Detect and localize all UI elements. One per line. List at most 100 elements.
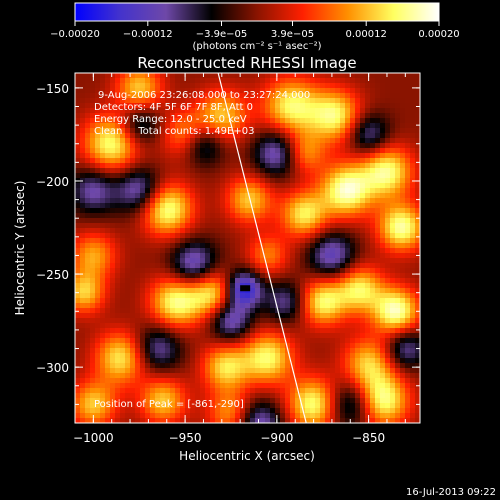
heatmap-cell bbox=[220, 318, 226, 324]
heatmap-cell bbox=[215, 413, 221, 419]
heatmap-cell bbox=[110, 318, 116, 324]
heatmap-cell bbox=[285, 133, 291, 139]
heatmap-cell bbox=[165, 73, 171, 79]
heatmap-cell bbox=[75, 348, 81, 354]
heatmap-cell bbox=[375, 183, 381, 189]
heatmap-cell bbox=[235, 263, 241, 269]
heatmap-cell bbox=[310, 288, 316, 294]
heatmap-cell bbox=[110, 113, 116, 119]
heatmap-cell bbox=[255, 388, 261, 394]
heatmap-cell bbox=[190, 293, 196, 299]
heatmap-cell bbox=[155, 323, 161, 329]
heatmap-cell bbox=[75, 103, 81, 109]
heatmap-cell bbox=[330, 313, 336, 319]
heatmap-cell bbox=[395, 368, 401, 374]
heatmap-cell bbox=[385, 108, 391, 114]
heatmap-cell bbox=[315, 338, 321, 344]
heatmap-cell bbox=[95, 323, 101, 329]
heatmap-cell bbox=[200, 208, 206, 214]
heatmap-cell bbox=[350, 323, 356, 329]
heatmap-cell bbox=[165, 418, 171, 423]
heatmap-cell bbox=[130, 258, 136, 264]
heatmap-cell bbox=[370, 228, 376, 234]
heatmap-cell bbox=[340, 173, 346, 179]
heatmap-cell bbox=[295, 103, 301, 109]
heatmap-cell bbox=[105, 103, 111, 109]
heatmap-cell bbox=[265, 318, 271, 324]
heatmap-cell bbox=[290, 123, 296, 129]
heatmap-cell bbox=[290, 283, 296, 289]
heatmap-cell bbox=[365, 308, 371, 314]
heatmap-cell bbox=[205, 73, 211, 79]
heatmap-cell bbox=[145, 113, 151, 119]
heatmap-cell bbox=[405, 113, 411, 119]
heatmap-cell bbox=[320, 138, 326, 144]
heatmap-cell bbox=[295, 203, 301, 209]
heatmap-cell bbox=[395, 273, 401, 279]
heatmap-cell bbox=[255, 343, 261, 349]
heatmap-cell bbox=[275, 208, 281, 214]
heatmap-cell bbox=[285, 283, 291, 289]
heatmap-cell bbox=[85, 208, 91, 214]
heatmap-cell bbox=[415, 278, 420, 284]
heatmap-cell bbox=[320, 408, 326, 414]
heatmap-cell bbox=[285, 263, 291, 269]
heatmap-cell bbox=[190, 108, 196, 114]
heatmap-cell bbox=[150, 143, 156, 149]
heatmap-cell bbox=[295, 148, 301, 154]
heatmap-cell bbox=[305, 183, 311, 189]
heatmap-cell bbox=[200, 238, 206, 244]
heatmap-cell bbox=[250, 218, 256, 224]
heatmap-cell bbox=[145, 393, 151, 399]
heatmap-cell bbox=[90, 218, 96, 224]
heatmap-cell bbox=[220, 353, 226, 359]
heatmap-cell bbox=[415, 113, 420, 119]
heatmap-cell bbox=[140, 78, 146, 84]
heatmap-cell bbox=[210, 353, 216, 359]
heatmap-cell bbox=[340, 203, 346, 209]
heatmap-cell bbox=[205, 363, 211, 369]
heatmap-cell bbox=[110, 408, 116, 414]
heatmap-cell bbox=[190, 273, 196, 279]
heatmap-cell bbox=[215, 388, 221, 394]
heatmap-cell bbox=[285, 193, 291, 199]
heatmap-cell bbox=[205, 83, 211, 89]
heatmap-cell bbox=[170, 203, 176, 209]
heatmap-cell bbox=[135, 388, 141, 394]
heatmap-cell bbox=[390, 298, 396, 304]
heatmap-cell bbox=[190, 393, 196, 399]
heatmap-cell bbox=[410, 198, 416, 204]
heatmap-cell bbox=[100, 98, 106, 104]
heatmap-cell bbox=[405, 118, 411, 124]
heatmap-cell bbox=[180, 398, 186, 404]
heatmap-cell bbox=[210, 328, 216, 334]
heatmap-cell bbox=[280, 148, 286, 154]
heatmap-cell bbox=[355, 288, 361, 294]
heatmap-cell bbox=[120, 353, 126, 359]
heatmap-cell bbox=[110, 163, 116, 169]
heatmap-cell bbox=[405, 258, 411, 264]
heatmap-cell bbox=[100, 78, 106, 84]
heatmap-cell bbox=[235, 238, 241, 244]
heatmap-cell bbox=[100, 113, 106, 119]
heatmap-cell bbox=[280, 153, 286, 159]
heatmap-cell bbox=[160, 198, 166, 204]
heatmap-cell bbox=[115, 263, 121, 269]
heatmap-cell bbox=[105, 413, 111, 419]
heatmap-cell bbox=[170, 303, 176, 309]
heatmap-cell bbox=[305, 278, 311, 284]
heatmap-cell bbox=[120, 218, 126, 224]
heatmap-cell bbox=[385, 318, 391, 324]
heatmap-cell bbox=[225, 173, 231, 179]
heatmap-cell bbox=[380, 183, 386, 189]
heatmap-cell bbox=[235, 268, 241, 274]
heatmap-cell bbox=[250, 128, 256, 134]
heatmap-cell bbox=[135, 328, 141, 334]
y-tick-label: −150 bbox=[36, 82, 69, 96]
heatmap-cell bbox=[130, 208, 136, 214]
heatmap-cell bbox=[350, 268, 356, 274]
heatmap-cell bbox=[355, 213, 361, 219]
heatmap-cell bbox=[370, 338, 376, 344]
heatmap-cell bbox=[370, 393, 376, 399]
heatmap-cell bbox=[410, 188, 416, 194]
